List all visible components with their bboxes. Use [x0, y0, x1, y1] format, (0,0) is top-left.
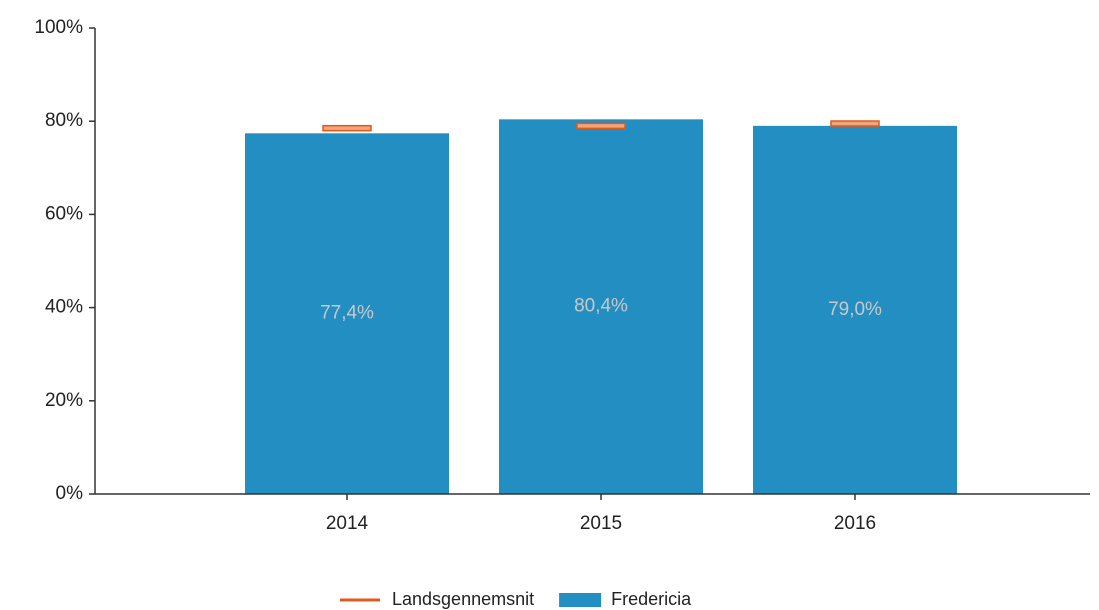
bar	[499, 119, 703, 494]
bar	[753, 125, 957, 495]
average-marker	[576, 122, 626, 130]
y-tick-label: 60%	[45, 203, 83, 224]
y-tick-label: 100%	[34, 17, 83, 38]
bar	[245, 133, 449, 495]
average-marker	[830, 120, 880, 127]
value-label: 77,4%	[320, 303, 374, 324]
average-marker	[322, 124, 372, 132]
y-tick-label: 20%	[45, 390, 83, 411]
legend-swatch	[559, 593, 602, 607]
x-tick-label: 2016	[834, 513, 876, 534]
y-tick-label: 80%	[45, 110, 83, 131]
legend-label: Fredericia	[611, 589, 692, 609]
y-tick-label: 40%	[45, 297, 83, 318]
legend-label: Landsgennemsnit	[392, 589, 534, 609]
y-tick-label: 0%	[56, 483, 84, 504]
x-tick-label: 2014	[326, 513, 369, 534]
value-label: 80,4%	[574, 296, 628, 317]
value-label: 79,0%	[828, 299, 882, 320]
x-tick-label: 2015	[580, 513, 622, 534]
